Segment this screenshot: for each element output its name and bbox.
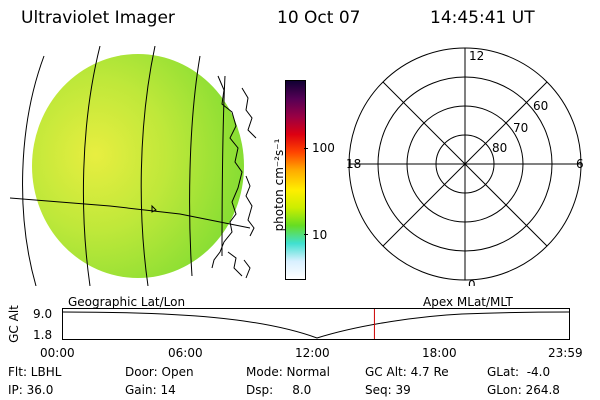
colorbar-tick-10 xyxy=(304,234,308,235)
meridian-lines xyxy=(22,46,226,286)
mlat-label-70: 70 xyxy=(513,121,528,135)
mlat-label-60: 60 xyxy=(533,99,548,113)
instrument-title: Ultraviolet Imager xyxy=(21,8,175,28)
mlt-label-left: 18 xyxy=(346,157,361,171)
timeline-xtick-label-1800: 18:00 xyxy=(422,346,457,360)
glat-value: GLat: -4.0 xyxy=(487,365,551,379)
timeline-xtick-label-0600: 06:00 xyxy=(168,346,203,360)
polar-diagonal-2 xyxy=(382,81,548,247)
orbit-altitude-curve xyxy=(62,311,571,339)
time-text: 14:45:41 UT xyxy=(430,8,535,28)
mlat-label-80: 80 xyxy=(492,141,507,155)
timeline-frame xyxy=(62,308,570,340)
timeline-axis-label: GC Alt xyxy=(7,305,21,343)
gc-alt-value: GC Alt: 4.7 Re xyxy=(365,365,449,379)
colorbar-tick-label-10: 10 xyxy=(312,228,328,242)
colorbar xyxy=(285,80,306,280)
colorbar-tick-label-100: 100 xyxy=(312,141,335,155)
dsp-value: Dsp: 8.0 xyxy=(246,383,312,397)
timeline-ytick-label-low: 1.8 xyxy=(33,328,53,342)
orbit-altitude-plot xyxy=(62,308,571,340)
filter-value: Flt: LBHL xyxy=(8,365,62,379)
mlt-label-top: 12 xyxy=(469,49,484,63)
timeline-ytick-label-high: 9.0 xyxy=(33,307,53,321)
mlt-label-bottom: 0 xyxy=(468,278,476,286)
glon-value: GLon: 264.8 xyxy=(487,383,560,397)
gain-value: Gain: 14 xyxy=(125,383,176,397)
geographic-image-panel xyxy=(10,46,257,286)
colorbar-units-label: photon cm⁻²s⁻¹ xyxy=(272,138,286,232)
apex-panel-label: Apex MLat/MLT xyxy=(423,295,513,309)
timeline-xtick-label-2359: 23:59 xyxy=(548,346,583,360)
seq-value: Seq: 39 xyxy=(365,383,411,397)
earth-disk xyxy=(32,54,244,278)
latitude-line xyxy=(10,197,251,229)
mode-value: Mode: Normal xyxy=(246,365,330,379)
geographic-panel-label: Geographic Lat/Lon xyxy=(68,295,186,309)
door-status: Door: Open xyxy=(125,365,194,379)
polar-plot: 12 0 18 6 60 70 80 xyxy=(346,47,584,286)
date-text: 10 Oct 07 xyxy=(277,8,361,28)
timeline-xtick-label-1200: 12:00 xyxy=(295,346,330,360)
ip-value: IP: 36.0 xyxy=(8,383,54,397)
colorbar-tick-100 xyxy=(304,148,308,149)
timeline-xtick-label-0000: 00:00 xyxy=(40,346,75,360)
mlt-label-right: 6 xyxy=(576,157,584,171)
coastline xyxy=(151,75,257,279)
